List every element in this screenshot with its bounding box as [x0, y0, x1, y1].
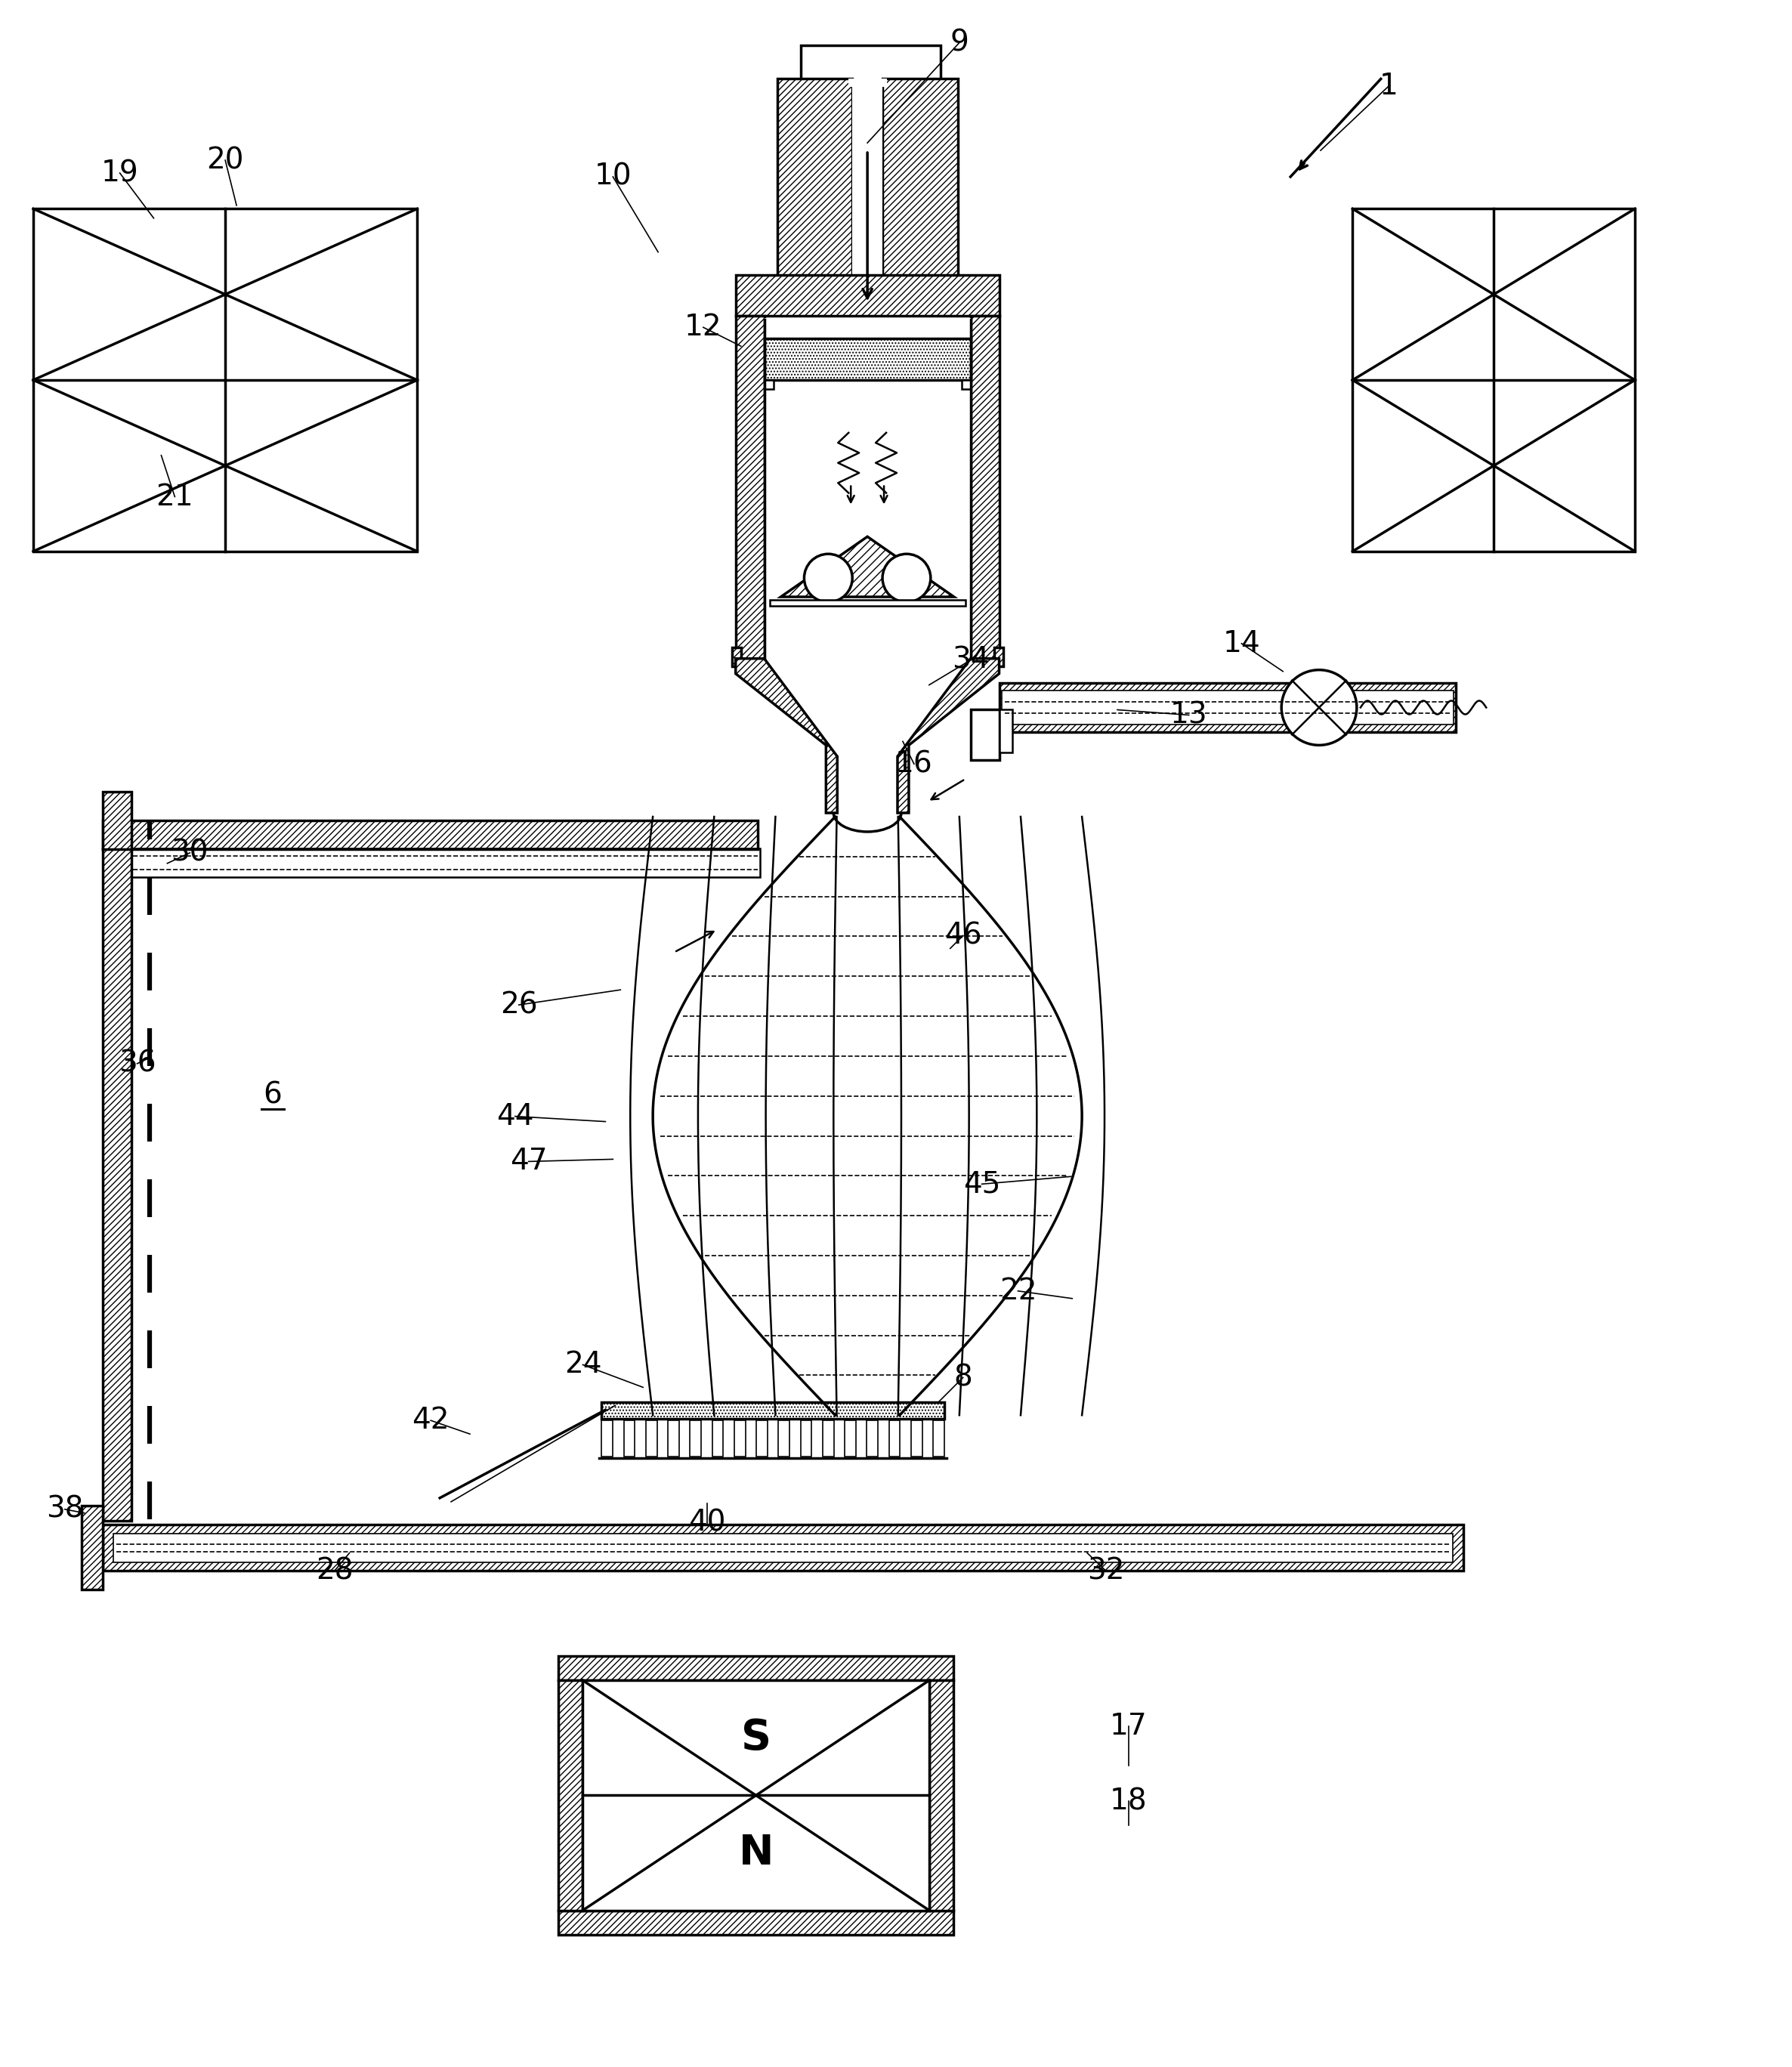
Bar: [735, 1420, 745, 1457]
Text: 10: 10: [595, 163, 633, 190]
Polygon shape: [781, 537, 953, 597]
Text: 13: 13: [1170, 701, 1208, 730]
Bar: [844, 1420, 857, 1457]
Bar: [731, 647, 740, 666]
Text: 46: 46: [944, 922, 982, 951]
Text: 12: 12: [685, 312, 722, 341]
Bar: [624, 1420, 634, 1457]
Bar: [102, 821, 758, 850]
Bar: [102, 1523, 1464, 1571]
Bar: [763, 318, 971, 659]
Bar: [889, 1420, 900, 1457]
Text: 42: 42: [412, 1406, 450, 1434]
Bar: [737, 275, 1000, 316]
Text: 36: 36: [118, 1050, 156, 1079]
Text: 21: 21: [156, 482, 194, 511]
Text: 18: 18: [1109, 1788, 1147, 1815]
Text: 20: 20: [206, 147, 244, 174]
Bar: [737, 316, 763, 659]
Text: 6: 6: [263, 1081, 281, 1110]
Bar: [1353, 209, 1634, 552]
Bar: [962, 380, 971, 389]
Text: 17: 17: [1109, 1711, 1147, 1740]
Bar: [763, 380, 774, 389]
Bar: [882, 79, 957, 310]
Text: 32: 32: [1088, 1556, 1125, 1585]
Bar: [645, 1420, 658, 1457]
Polygon shape: [737, 659, 837, 812]
Bar: [602, 1401, 944, 1418]
Circle shape: [882, 554, 930, 601]
Bar: [930, 1680, 953, 1910]
Bar: [711, 1420, 724, 1457]
Bar: [971, 316, 1000, 659]
Bar: [853, 87, 882, 304]
Text: 1: 1: [1380, 72, 1398, 101]
Text: 34: 34: [952, 645, 989, 674]
Bar: [131, 847, 760, 876]
Bar: [1002, 690, 1453, 723]
Bar: [823, 1420, 833, 1457]
Text: 47: 47: [511, 1147, 547, 1176]
Text: 14: 14: [1222, 628, 1260, 657]
Bar: [559, 1656, 953, 1680]
Bar: [602, 1420, 613, 1457]
Bar: [81, 1505, 102, 1590]
Text: 9: 9: [950, 29, 969, 58]
Text: 30: 30: [172, 839, 208, 868]
Bar: [801, 1420, 812, 1457]
Bar: [34, 209, 418, 552]
Text: S: S: [740, 1718, 771, 1759]
Bar: [778, 79, 853, 310]
Circle shape: [805, 554, 853, 601]
Bar: [690, 1420, 701, 1457]
Bar: [582, 1680, 930, 1910]
Bar: [1000, 709, 1012, 752]
Bar: [113, 1534, 1453, 1563]
Bar: [763, 339, 971, 380]
Text: 38: 38: [47, 1494, 84, 1523]
Bar: [756, 1420, 767, 1457]
Text: 24: 24: [564, 1350, 602, 1379]
Bar: [934, 1420, 944, 1457]
Bar: [910, 1420, 923, 1457]
Bar: [1000, 682, 1457, 732]
Circle shape: [1281, 670, 1357, 746]
Text: 26: 26: [500, 990, 538, 1019]
Bar: [801, 45, 941, 143]
Bar: [559, 1910, 953, 1935]
Text: 45: 45: [962, 1170, 1000, 1199]
Text: 28: 28: [315, 1556, 353, 1585]
Text: 19: 19: [100, 159, 138, 188]
Bar: [995, 647, 1004, 666]
Bar: [867, 1420, 878, 1457]
Text: 16: 16: [896, 750, 934, 779]
Text: N: N: [738, 1833, 774, 1873]
Bar: [778, 1420, 790, 1457]
Bar: [102, 792, 131, 1521]
Text: 44: 44: [496, 1102, 534, 1131]
Bar: [769, 599, 966, 606]
Bar: [668, 1420, 679, 1457]
Text: 40: 40: [688, 1509, 726, 1538]
Bar: [559, 1680, 582, 1910]
Polygon shape: [898, 659, 1000, 812]
Text: 8: 8: [953, 1364, 973, 1391]
Bar: [971, 709, 1000, 761]
Text: 22: 22: [1000, 1277, 1036, 1306]
